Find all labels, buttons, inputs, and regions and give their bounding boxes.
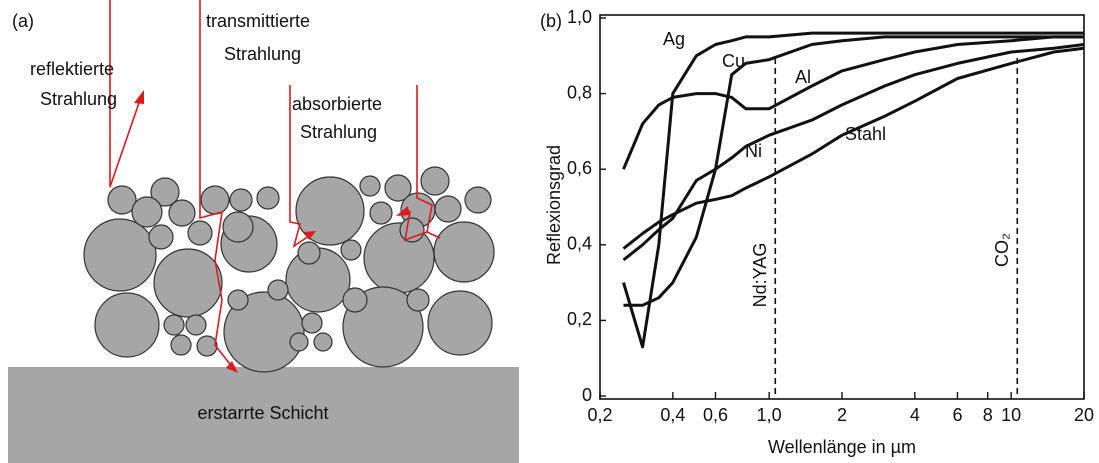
y-tick-label: 0,4 xyxy=(567,234,592,254)
y-tick-label: 1,0 xyxy=(567,7,592,27)
particle xyxy=(169,200,195,226)
x-tick-label: 0,2 xyxy=(587,405,612,425)
x-tick-label: 8 xyxy=(983,405,993,425)
particle xyxy=(268,280,288,300)
y-axis-label: Reflexionsgrad xyxy=(544,145,564,265)
particle xyxy=(257,187,279,209)
particle xyxy=(302,313,322,333)
ray-label: Strahlung xyxy=(300,122,377,142)
series-line xyxy=(624,37,1085,169)
layer-label: erstarrte Schicht xyxy=(197,403,328,423)
x-axis-label: Wellenlänge in µm xyxy=(768,437,916,457)
page: (a) reflektierte Strahlung transmittiert… xyxy=(0,0,1099,463)
particle xyxy=(400,218,424,242)
particle xyxy=(343,288,367,312)
x-tick-label: 2 xyxy=(837,405,847,425)
y-tick-label: 0,2 xyxy=(567,309,592,329)
series-line xyxy=(624,45,1085,260)
particle xyxy=(370,202,392,224)
x-tick-label: 0,6 xyxy=(703,405,728,425)
particle xyxy=(164,315,184,335)
particle xyxy=(154,249,222,317)
particle xyxy=(171,335,191,355)
particle xyxy=(428,291,492,355)
particle xyxy=(465,187,491,213)
y-tick-label: 0,8 xyxy=(567,82,592,102)
ray-label: Strahlung xyxy=(224,44,301,64)
series-line xyxy=(624,37,1085,305)
series-label: Ag xyxy=(663,29,685,49)
powder-particles xyxy=(84,167,494,372)
particle xyxy=(84,219,156,291)
particle xyxy=(360,176,380,196)
y-tick-label: 0 xyxy=(582,385,592,405)
series-line xyxy=(624,33,1085,347)
particle xyxy=(407,289,429,311)
particle xyxy=(230,189,252,211)
ray-label: absorbierte xyxy=(292,94,382,114)
particle xyxy=(314,333,332,351)
plot-frame xyxy=(600,15,1084,399)
particle xyxy=(95,293,159,357)
x-tick-label: 20 xyxy=(1074,405,1094,425)
ray-label: transmittierte xyxy=(206,11,310,31)
x-tick-label: 1,0 xyxy=(757,405,782,425)
x-tick-label: 10 xyxy=(1001,405,1021,425)
ray-label: reflektierte xyxy=(30,59,114,79)
panel-label: (a) xyxy=(12,11,34,31)
reference-label: Nd:YAG xyxy=(750,243,770,308)
series-label: Stahl xyxy=(845,124,886,144)
particle xyxy=(421,167,449,195)
particle xyxy=(201,186,229,214)
x-tick-label: 0,4 xyxy=(660,405,685,425)
particle xyxy=(186,315,206,335)
particle xyxy=(132,197,162,227)
particle xyxy=(197,336,217,356)
series-label: Ni xyxy=(745,141,762,161)
particle xyxy=(434,222,494,282)
panel-label: (b) xyxy=(540,11,562,31)
particle xyxy=(298,242,320,264)
particle xyxy=(149,225,173,249)
chart: (b) Wellenlänge in µm Reflexionsgrad 00,… xyxy=(540,7,1094,457)
arrow-head xyxy=(134,90,144,104)
series-label: Cu xyxy=(722,51,745,71)
x-tick-label: 4 xyxy=(910,405,920,425)
particle xyxy=(290,333,308,351)
x-tick-label: 6 xyxy=(952,405,962,425)
particle xyxy=(188,221,212,245)
particle xyxy=(435,196,461,222)
reference-label: CO₂ xyxy=(992,233,1012,267)
ray-label: Strahlung xyxy=(40,89,117,109)
diagram: (a) reflektierte Strahlung transmittiert… xyxy=(8,0,519,463)
particle xyxy=(341,240,361,260)
series-label: Al xyxy=(795,67,811,87)
particle xyxy=(223,212,253,242)
series-line xyxy=(624,48,1085,248)
figure: (a) reflektierte Strahlung transmittiert… xyxy=(0,0,1099,463)
particle xyxy=(228,290,248,310)
y-tick-label: 0,6 xyxy=(567,158,592,178)
